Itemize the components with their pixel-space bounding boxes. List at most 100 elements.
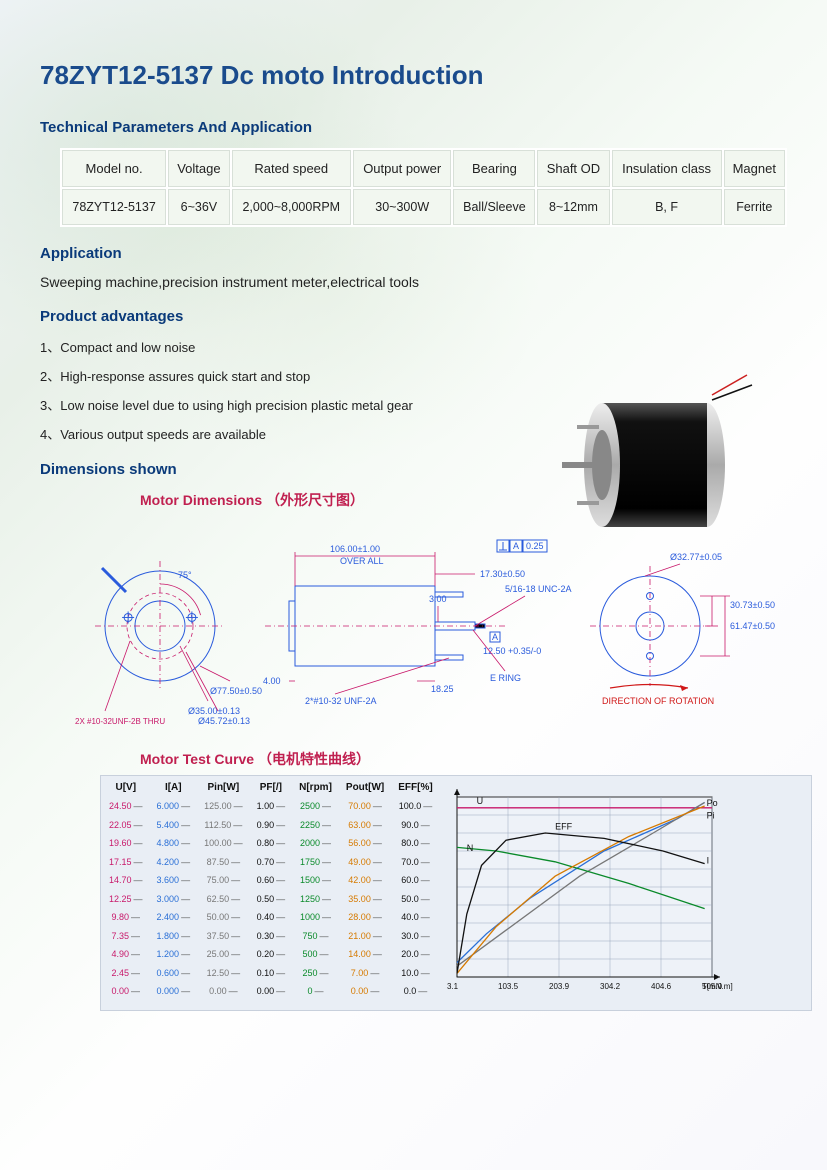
scale-value: 4.800 — [157, 834, 191, 853]
scale-value: 112.50 — [204, 816, 242, 835]
svg-text:Pi: Pi [706, 811, 714, 821]
svg-text:203.9: 203.9 [549, 982, 570, 991]
scale-value: 28.00 — [348, 908, 382, 927]
svg-text:A: A [513, 541, 519, 551]
svg-text:EFF: EFF [555, 821, 573, 831]
svg-text:Ø45.72±0.13: Ø45.72±0.13 [198, 716, 250, 726]
scale-value: 125.00 — [204, 797, 243, 816]
svg-text:E RING: E RING [490, 673, 521, 683]
scale-value: 4.200 — [157, 853, 191, 872]
scale-value: 30.0 — [401, 927, 430, 946]
scale-value: 500 — [303, 945, 329, 964]
scale-value: 56.00 — [348, 834, 382, 853]
svg-text:U: U [476, 796, 483, 806]
th-voltage: Voltage [168, 150, 229, 187]
td-power: 30~300W [353, 189, 451, 225]
scale-value: 75.00 — [207, 871, 241, 890]
scale-value: 70.0 — [401, 853, 430, 872]
table-row: 78ZYT12-5137 6~36V 2,000~8,000RPM 30~300… [62, 189, 785, 225]
scale-header: PF[/] [260, 782, 282, 793]
adv-heading: Product advantages [40, 308, 787, 325]
scale-value: 0 — [308, 982, 324, 1001]
scale-value: 14.00 — [348, 945, 382, 964]
scale-value: 21.00 — [348, 927, 382, 946]
td-insul: B, F [612, 189, 722, 225]
scale-value: 0.60 — [257, 871, 286, 890]
page-title: 78ZYT12-5137 Dc moto Introduction [40, 60, 787, 91]
scale-value: 0.30 — [257, 927, 286, 946]
list-item: 1、Compact and low noise [40, 337, 787, 356]
svg-text:30.73±0.50: 30.73±0.50 [730, 600, 775, 610]
th-speed: Rated speed [232, 150, 351, 187]
scale-value: 0.00 — [257, 982, 286, 1001]
th-magnet: Magnet [724, 150, 785, 187]
svg-text:Ø35.00±0.13: Ø35.00±0.13 [188, 706, 240, 716]
scale-value: 3.600 — [157, 871, 191, 890]
scale-header: Pin[W] [208, 782, 240, 793]
td-model: 78ZYT12-5137 [62, 189, 166, 225]
scale-value: 60.0 — [401, 871, 430, 890]
scale-value: 2.400 — [157, 908, 191, 927]
scale-value: 90.0 — [401, 816, 430, 835]
scale-header: N[rpm] [299, 782, 332, 793]
scale-value: 0.90 — [257, 816, 286, 835]
td-shaft: 8~12mm [537, 189, 609, 225]
scale-value: 20.0 — [401, 945, 430, 964]
scale-value: 7.35 — [112, 927, 141, 946]
scale-value: 1500 — [300, 871, 331, 890]
svg-text:2X #10-32UNF-2B THRU: 2X #10-32UNF-2B THRU [75, 717, 165, 726]
scale-col: PF[/]1.00 —0.90 —0.80 —0.70 —0.60 —0.50 … [257, 782, 286, 1002]
svg-text:T[mN.m]: T[mN.m] [702, 982, 733, 991]
svg-text:A: A [492, 632, 498, 642]
scale-value: 62.50 — [207, 890, 241, 909]
scale-value: 0.10 — [257, 964, 286, 983]
td-bearing: Ball/Sleeve [453, 189, 535, 225]
spec-heading: Technical Parameters And Application [40, 119, 787, 136]
svg-text:17.30±0.50: 17.30±0.50 [480, 569, 525, 579]
test-curve-chart: 3.1103.5203.9304.2404.6505.0T[mN.m]UPoPi… [437, 782, 737, 1002]
td-speed: 2,000~8,000RPM [232, 189, 351, 225]
product-photo [547, 370, 757, 560]
scale-col: Pout[W]70.00 —63.00 —56.00 —49.00 —42.00… [346, 782, 384, 1002]
scale-value: 0.0 — [404, 982, 428, 1001]
th-bearing: Bearing [453, 150, 535, 187]
scale-value: 2.45 — [112, 964, 141, 983]
scale-col: N[rpm]2500 —2250 —2000 —1750 —1500 —1250… [299, 782, 332, 1002]
scale-col: Pin[W]125.00 —112.50 —100.00 —87.50 —75.… [204, 782, 243, 1002]
scale-value: 24.50 — [109, 797, 143, 816]
scale-value: 17.15 — [109, 853, 143, 872]
th-power: Output power [353, 150, 451, 187]
scale-value: 100.00 — [204, 834, 243, 853]
scale-value: 0.00 — [112, 982, 141, 1001]
svg-text:404.6: 404.6 [651, 982, 672, 991]
svg-text:304.2: 304.2 [600, 982, 621, 991]
th-model: Model no. [62, 150, 166, 187]
scale-value: 70.00 — [348, 797, 382, 816]
scale-value: 40.0 — [401, 908, 430, 927]
scale-value: 6.000 — [157, 797, 191, 816]
scale-value: 0.40 — [257, 908, 286, 927]
scale-value: 22.05 — [109, 816, 143, 835]
svg-text:106.00±1.00: 106.00±1.00 [330, 544, 380, 554]
svg-text:3.1: 3.1 [447, 982, 459, 991]
scale-value: 0.00 — [209, 982, 238, 1001]
test-curve-panel: U[V]24.50 —22.05 —19.60 —17.15 —14.70 —1… [100, 775, 812, 1011]
scale-value: 0.000 — [157, 982, 191, 1001]
scale-value: 9.80 — [112, 908, 141, 927]
scale-header: EFF[%] [398, 782, 432, 793]
scale-value: 750 — [303, 927, 329, 946]
scale-value: 5.400 — [157, 816, 191, 835]
scale-value: 250 — [303, 964, 329, 983]
svg-text:3.00: 3.00 [429, 594, 447, 604]
svg-text:0.25: 0.25 [526, 541, 544, 551]
spec-table: Model no. Voltage Rated speed Output pow… [60, 148, 787, 227]
scale-value: 37.50 — [207, 927, 241, 946]
scale-value: 0.00 — [351, 982, 380, 1001]
scale-value: 14.70 — [109, 871, 143, 890]
scale-value: 12.50 — [207, 964, 241, 983]
scale-value: 1.800 — [157, 927, 191, 946]
th-shaft: Shaft OD [537, 150, 609, 187]
scale-value: 7.00 — [351, 964, 380, 983]
app-heading: Application [40, 245, 787, 262]
scale-value: 4.90 — [112, 945, 141, 964]
